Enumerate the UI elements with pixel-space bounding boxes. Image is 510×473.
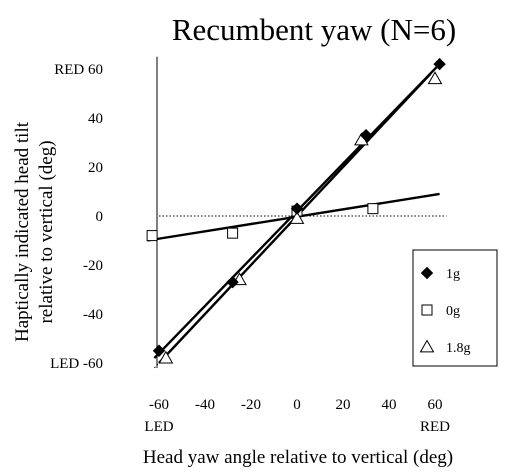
data-point-0g (227, 227, 239, 239)
plot-area: -60 -40 -20 0 20 40 60 LED RED RED 60 40 20 0 -20 -40 L… (50, 56, 450, 435)
y-tick-label: 40 (88, 111, 103, 127)
legend-label-1.8g: 1.8g (446, 341, 471, 356)
x-end-label-right: RED (420, 419, 450, 435)
legend-marker-0g (421, 304, 433, 316)
legend-label-1g: 1g (446, 267, 460, 282)
legend-marker-1g (420, 266, 434, 280)
legend: 1g 0g 1.8g (412, 249, 498, 367)
data-point-1.8g (158, 350, 174, 364)
x-tick-label: -20 (241, 397, 261, 413)
data-point-1g (290, 202, 304, 215)
data-point-0g (146, 230, 158, 242)
legend-marker-1.8g (419, 339, 435, 353)
legend-label-0g: 0g (446, 304, 460, 319)
y-tick-label: LED -60 (50, 356, 103, 372)
y-tick-label: RED 60 (54, 62, 103, 78)
data-point-1g (152, 344, 166, 357)
x-tick-label: -40 (195, 397, 215, 413)
y-axis-label-line-1: Haptically indicated head tilt (12, 121, 33, 342)
x-tick-label: 0 (293, 397, 301, 413)
x-end-label-left: LED (144, 419, 173, 435)
chart-title: Recumbent yaw (N=6) (172, 12, 456, 47)
y-tick-label: -40 (83, 307, 103, 323)
x-axis-label: Head yaw angle relative to vertical (deg… (143, 447, 453, 468)
data-point-1g (226, 275, 239, 289)
data-point-1.8g (289, 210, 305, 224)
y-axis-label-line-2: relative to vertical (deg) (36, 140, 57, 323)
data-point-1.8g (427, 71, 443, 85)
y-tick-label: 0 (96, 209, 104, 225)
x-tick-label: 60 (428, 397, 443, 413)
y-tick-label: -20 (83, 258, 103, 274)
data-point-1g (433, 57, 446, 71)
x-tick-label: -60 (149, 397, 169, 413)
data-point-1g (359, 128, 373, 142)
y-tick-label: 20 (88, 160, 103, 176)
x-tick-label: 40 (382, 397, 397, 413)
x-tick-label: 20 (336, 397, 351, 413)
data-point-0g (367, 203, 379, 215)
y-axis-label: Haptically indicated head tilt relative … (12, 121, 57, 342)
legend-items: 1g 0g 1.8g (419, 266, 471, 356)
